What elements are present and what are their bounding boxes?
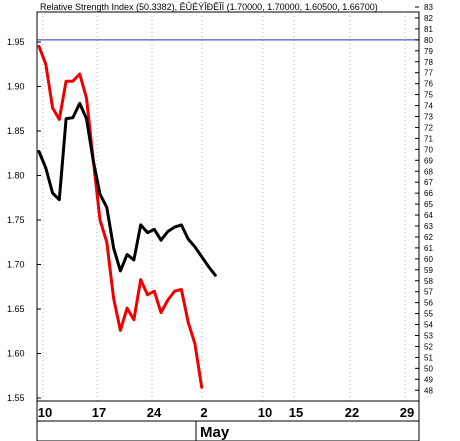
right-tick-label: 57 — [424, 288, 433, 297]
right-tick-label: 58 — [424, 277, 433, 286]
right-tick-label: 80 — [424, 36, 433, 45]
right-tick-label: 76 — [424, 80, 433, 89]
right-tick-label: 65 — [424, 200, 433, 209]
left-tick-label: 1.85 — [7, 126, 25, 136]
x-tick-label: 29 — [400, 405, 414, 420]
left-tick-label: 1.55 — [7, 393, 25, 403]
right-tick-label: 72 — [424, 123, 433, 132]
right-tick-label: 48 — [424, 386, 433, 395]
left-tick-label: 1.80 — [7, 171, 25, 181]
x-axis: 10 17 24 2 10 15 22 29 May — [36, 400, 420, 441]
right-tick-label: 55 — [424, 310, 433, 319]
right-tick-label: 75 — [424, 91, 433, 100]
x-tick-label: 17 — [92, 405, 106, 420]
right-tick-label: 62 — [424, 233, 433, 242]
price-series-line — [37, 44, 204, 389]
left-tick-label: 1.65 — [7, 304, 25, 314]
right-tick-label: 64 — [424, 211, 433, 220]
right-tick-label: 77 — [424, 69, 433, 78]
right-tick-label: 67 — [424, 178, 433, 187]
right-tick-label: 68 — [424, 167, 433, 176]
right-tick-label: 53 — [424, 332, 433, 341]
x-tick-label: 22 — [345, 405, 359, 420]
x-tick-labels: 10 17 24 2 10 15 22 29 — [38, 405, 414, 420]
right-tick-label: 70 — [424, 145, 433, 154]
right-tick-label: 83 — [424, 3, 433, 12]
series-group — [37, 44, 217, 389]
rsi-series-line — [37, 101, 217, 277]
left-tick-label: 1.60 — [7, 349, 25, 359]
right-tick-label: 71 — [424, 134, 433, 143]
right-tick-label: 60 — [424, 255, 433, 264]
x-axis-month-label: May — [200, 424, 230, 441]
right-tick-label: 63 — [424, 222, 433, 231]
right-tick-label: 56 — [424, 299, 433, 308]
right-tick-label: 51 — [424, 353, 433, 362]
right-tick-label: 79 — [424, 47, 433, 56]
right-tick-label: 78 — [424, 58, 433, 67]
right-tick-label: 54 — [424, 321, 433, 330]
right-tick-label: 69 — [424, 156, 433, 165]
chart-title: Relative Strength Index (50.3382), ÊÛÉÝÎ… — [40, 2, 378, 12]
right-tick-label: 66 — [424, 189, 433, 198]
right-tick-label: 74 — [424, 102, 433, 111]
right-tick-label: 59 — [424, 266, 433, 275]
x-tick-label: 15 — [289, 405, 303, 420]
vertical-grid — [42, 12, 406, 401]
left-tick-label: 1.75 — [7, 215, 25, 225]
right-tick-label: 61 — [424, 244, 433, 253]
right-tick-label: 52 — [424, 342, 433, 351]
left-axis: 1.95 1.90 1.85 1.80 1.75 1.70 1.65 1.60 1.55 — [7, 37, 41, 403]
x-tick-label: 2 — [200, 405, 207, 420]
title-group: Relative Strength Index (50.3382), ÊÛÉÝÎ… — [40, 2, 378, 12]
right-tick-label: 49 — [424, 375, 433, 384]
right-tick-label: 73 — [424, 113, 433, 122]
x-tick-label: 24 — [147, 405, 162, 420]
left-tick-label: 1.95 — [7, 37, 25, 47]
x-tick-label: 10 — [258, 405, 272, 420]
left-tick-label: 1.90 — [7, 82, 25, 92]
right-tick-label: 82 — [424, 14, 433, 23]
plot-frame — [36, 11, 420, 402]
left-tick-label: 1.70 — [7, 260, 25, 270]
right-tick-label: 81 — [424, 25, 433, 34]
right-tick-label: 50 — [424, 364, 433, 373]
x-tick-label: 10 — [38, 405, 52, 420]
